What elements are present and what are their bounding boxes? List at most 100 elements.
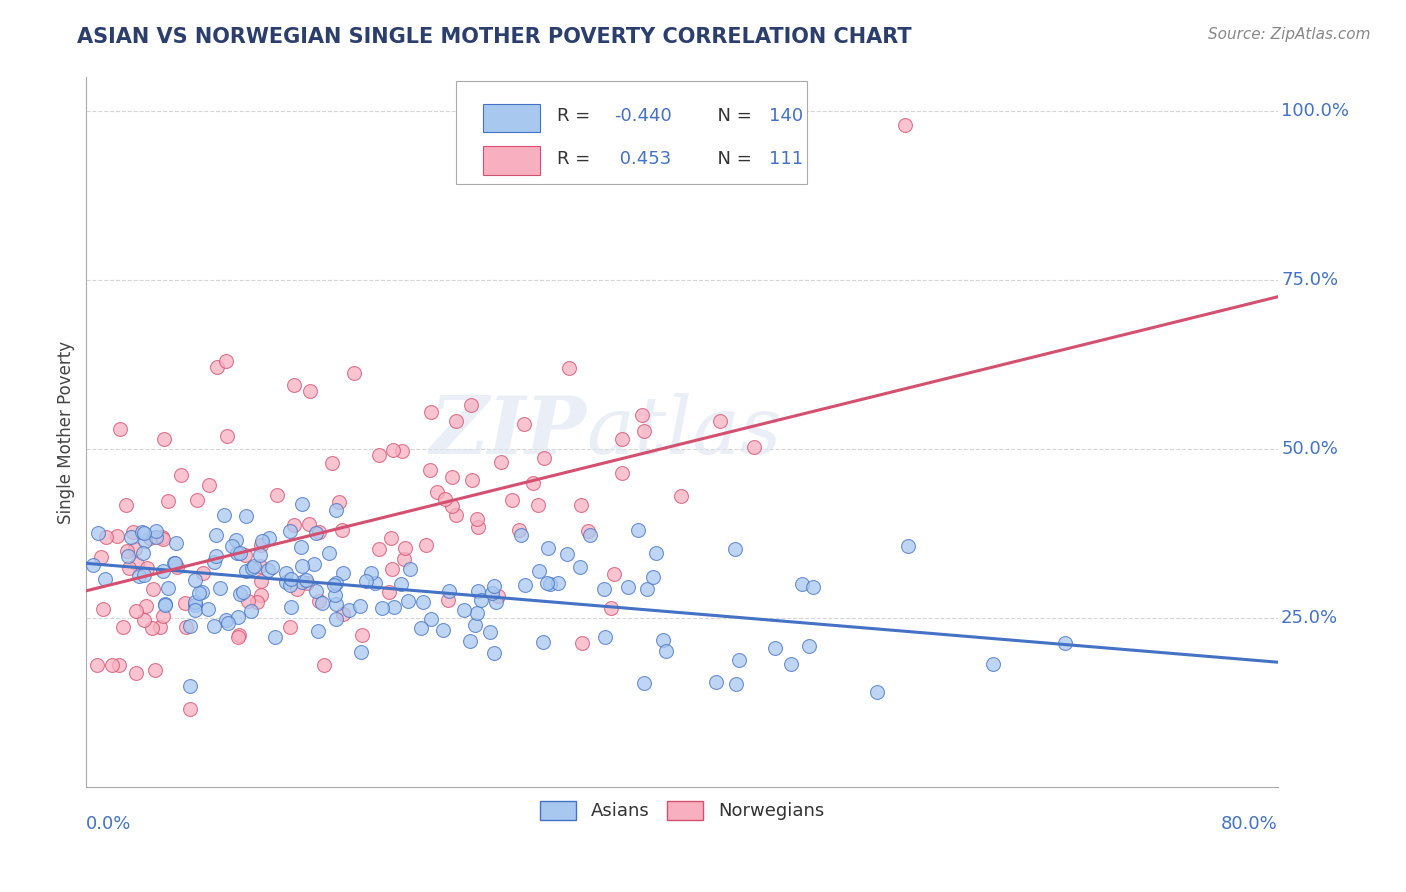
Point: [339, 603, 361, 617]
Point: [790, 577, 813, 591]
Point: [163, 556, 186, 570]
Point: [228, 610, 250, 624]
Point: [432, 623, 454, 637]
Point: [266, 488, 288, 502]
Point: [202, 555, 225, 569]
Point: [153, 598, 176, 612]
Point: [470, 593, 492, 607]
Point: [207, 360, 229, 375]
Point: [94, 572, 117, 586]
Point: [482, 646, 505, 660]
Point: [298, 384, 321, 398]
Point: [141, 621, 163, 635]
Point: [617, 580, 640, 594]
Point: [328, 495, 350, 509]
Point: [205, 528, 228, 542]
Point: [107, 658, 129, 673]
Point: [531, 635, 554, 649]
Point: [636, 582, 658, 596]
Point: [152, 432, 174, 446]
Point: [484, 579, 506, 593]
Text: 0.0%: 0.0%: [86, 815, 132, 833]
Point: [323, 588, 346, 602]
Point: [82, 558, 104, 573]
Point: [243, 559, 266, 574]
Point: [311, 596, 333, 610]
Point: [280, 599, 302, 614]
Point: [631, 408, 654, 422]
Point: [105, 529, 128, 543]
Point: [225, 533, 247, 547]
Point: [142, 582, 165, 596]
Point: [152, 565, 174, 579]
Point: [633, 424, 655, 438]
Point: [250, 588, 273, 602]
Legend: Asians, Norwegians: Asians, Norwegians: [533, 794, 831, 828]
Text: Source: ZipAtlas.com: Source: ZipAtlas.com: [1208, 27, 1371, 42]
Point: [156, 581, 179, 595]
Point: [132, 525, 155, 540]
Point: [108, 422, 131, 436]
Point: [136, 561, 159, 575]
Point: [188, 586, 211, 600]
Point: [704, 674, 727, 689]
Point: [280, 572, 302, 586]
Text: R =: R =: [557, 150, 596, 168]
Point: [132, 568, 155, 582]
Point: [86, 658, 108, 673]
Point: [481, 586, 503, 600]
Point: [382, 599, 405, 614]
Point: [124, 666, 146, 681]
Point: [593, 630, 616, 644]
Point: [115, 544, 138, 558]
Point: [226, 630, 249, 644]
Point: [453, 603, 475, 617]
Point: [165, 536, 187, 550]
Point: [415, 538, 437, 552]
Point: [368, 541, 391, 556]
Point: [163, 556, 186, 570]
Point: [322, 578, 344, 592]
Point: [153, 598, 176, 612]
Point: [186, 492, 208, 507]
Point: [263, 630, 285, 644]
Point: [157, 493, 180, 508]
Point: [467, 606, 489, 620]
Point: [527, 564, 550, 578]
Point: [149, 620, 172, 634]
Point: [152, 532, 174, 546]
Point: [122, 525, 145, 540]
Point: [600, 600, 623, 615]
Point: [461, 473, 484, 487]
Point: [350, 628, 373, 642]
Point: [349, 645, 371, 659]
Point: [420, 612, 443, 626]
Point: [235, 509, 257, 524]
Point: [412, 595, 434, 609]
Point: [215, 354, 238, 368]
Point: [308, 593, 330, 607]
Point: [652, 632, 675, 647]
Point: [283, 518, 305, 533]
Point: [669, 489, 692, 503]
Point: [343, 366, 366, 380]
Point: [330, 523, 353, 537]
Point: [444, 414, 467, 428]
Point: [458, 634, 481, 648]
Point: [197, 602, 219, 616]
Point: [276, 575, 298, 590]
Point: [174, 620, 197, 634]
Point: [371, 601, 394, 615]
Point: [90, 550, 112, 565]
Point: [409, 622, 432, 636]
Point: [170, 468, 193, 483]
Point: [250, 534, 273, 549]
Point: [460, 398, 482, 412]
Point: [491, 455, 513, 469]
Point: [221, 539, 243, 553]
Text: ZIP: ZIP: [430, 393, 586, 471]
Point: [117, 549, 139, 563]
Point: [555, 547, 578, 561]
Point: [627, 524, 650, 538]
Point: [139, 531, 162, 545]
